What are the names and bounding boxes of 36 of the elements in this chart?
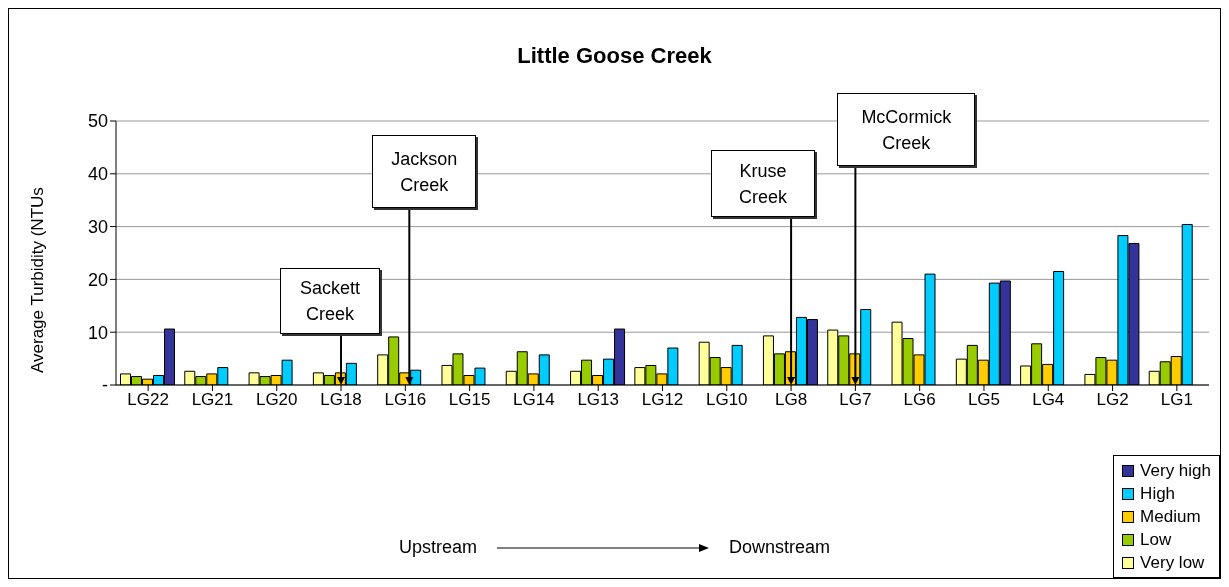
x-tick-label: LG8 xyxy=(775,390,808,410)
x-tick-label: LG1 xyxy=(1160,390,1193,410)
x-tick-label: LG6 xyxy=(903,390,936,410)
chart-title: Little Goose Creek xyxy=(516,43,713,69)
annotation: Kruse Creek xyxy=(739,159,788,209)
text: Upstream xyxy=(398,537,477,558)
legend-label: Very high xyxy=(1140,460,1211,481)
y-tick-label: 40 xyxy=(87,164,108,185)
legend-label: Very low xyxy=(1140,552,1205,573)
y-tick-label: 20 xyxy=(87,269,108,290)
x-tick-label: LG20 xyxy=(255,390,298,410)
x-tick-label: LG12 xyxy=(641,390,684,410)
annotation: Jackson Creek xyxy=(391,147,458,197)
annotation: McCormick Creek xyxy=(861,105,952,155)
x-tick-label: LG10 xyxy=(706,390,748,410)
x-tick-label: LG14 xyxy=(513,390,555,410)
x-tick-label: LG13 xyxy=(577,390,619,410)
x-tick-label: LG21 xyxy=(191,390,234,410)
y-tick-label: 10 xyxy=(87,322,108,343)
x-tick-label: LG5 xyxy=(967,390,1001,410)
x-tick-label: LG16 xyxy=(384,390,427,410)
legend-label: Medium xyxy=(1140,506,1201,527)
y-axis-title: Average Turbidity (NTUs xyxy=(28,187,48,373)
y-tick-label: 50 xyxy=(87,111,108,132)
legend-label: Low xyxy=(1140,529,1172,550)
x-tick-label: LG4 xyxy=(1032,390,1065,410)
x-tick-label: LG18 xyxy=(320,390,362,410)
y-tick-label: - xyxy=(102,375,108,396)
x-tick-label: LG15 xyxy=(448,390,491,410)
annotation: Sackett Creek xyxy=(300,277,361,326)
x-tick-label: LG22 xyxy=(127,390,169,410)
x-tick-label: LG2 xyxy=(1096,390,1129,410)
legend-label: High xyxy=(1140,483,1176,504)
text: Downstream xyxy=(729,537,831,558)
y-tick-label: 30 xyxy=(87,216,108,237)
x-tick-label: LG7 xyxy=(839,390,872,410)
